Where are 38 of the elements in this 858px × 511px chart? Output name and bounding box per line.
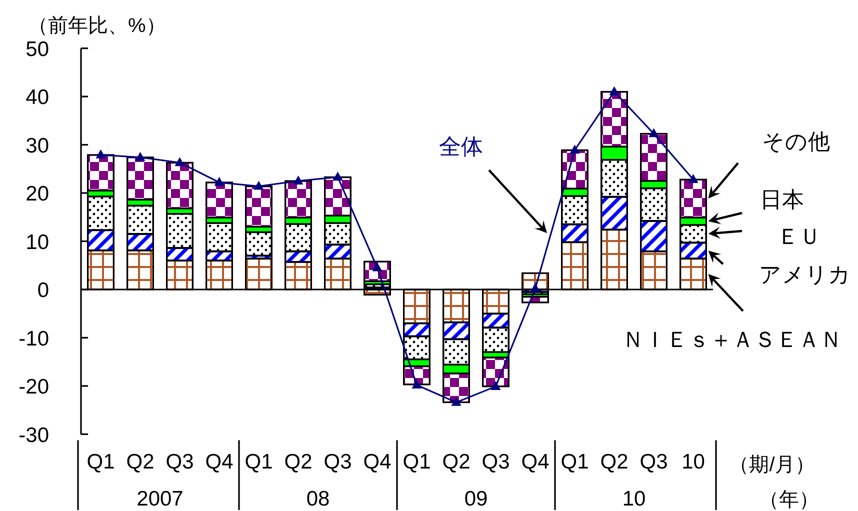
x-tick-label: Q3 — [166, 450, 194, 474]
y-tick-label: 10 — [26, 230, 49, 254]
text: 08 — [306, 488, 330, 511]
x-tick-label: Q3 — [482, 450, 510, 474]
x-tick-label: Q1 — [560, 450, 589, 474]
text: 全体 — [439, 134, 484, 160]
y-tick-label: -20 — [18, 376, 49, 399]
x-tick-label: Q2 — [284, 450, 312, 474]
text: 09 — [464, 488, 488, 511]
y-axis-title: （前年比、%） — [28, 15, 166, 38]
legend-label: ＥＵ — [777, 224, 821, 249]
text: その他 — [762, 128, 830, 154]
x-tick-label: Q1 — [244, 450, 273, 474]
y-tick-label: -30 — [18, 424, 49, 447]
x-tick-label: Q1 — [86, 450, 115, 474]
text: 日本 — [760, 186, 804, 212]
x-tick-label: Q3 — [640, 450, 668, 474]
x-tick-label: Q4 — [363, 450, 392, 474]
x-tick-label: Q4 — [521, 450, 550, 474]
x-tick-label: Q2 — [600, 450, 628, 474]
series-label: ＮＩＥｓ＋ＡＳＥＡＮ — [622, 326, 842, 352]
text: 2007 — [136, 488, 184, 511]
x-tick-label: Q2 — [126, 450, 154, 474]
y-tick-label: -10 — [18, 327, 49, 350]
x-axis-title: （期/月） — [729, 454, 815, 476]
text: 10 — [622, 488, 646, 511]
x-tick-label: Q4 — [205, 450, 234, 474]
y-tick-label: 50 — [26, 38, 49, 61]
x-tick-label: Q2 — [442, 450, 470, 474]
x-tick-label: Q1 — [402, 450, 431, 474]
y-tick-label: 0 — [37, 279, 49, 302]
y-tick-label: 20 — [26, 182, 49, 206]
text: アメリカ — [759, 262, 851, 287]
text: （年） — [759, 489, 819, 511]
x-tick-label: 10 — [682, 450, 705, 474]
x-tick-label: Q3 — [324, 450, 352, 474]
y-tick-label: 30 — [26, 134, 49, 158]
y-tick-label: 40 — [26, 86, 49, 110]
